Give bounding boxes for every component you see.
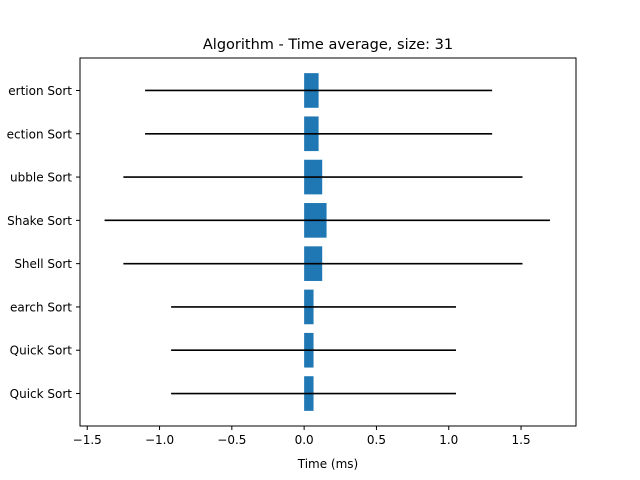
y-tick-label-3: Shake Sort: [7, 214, 72, 228]
x-tick-label-1: −1.0: [145, 433, 174, 447]
x-tick-label-2: −0.5: [217, 433, 246, 447]
y-tick-label-0: ertion Sort: [8, 84, 72, 98]
x-tick-label-4: 0.5: [367, 433, 386, 447]
y-tick-label-4: Shell Sort: [14, 257, 72, 271]
x-tick-label-5: 1.0: [439, 433, 458, 447]
x-tick-label-3: 0.0: [295, 433, 314, 447]
y-tick-label-6: Quick Sort: [10, 344, 73, 358]
x-tick-label-6: 1.5: [512, 433, 531, 447]
plot-area-frame: [79, 57, 577, 427]
chart-title: Algorithm - Time average, size: 31: [203, 37, 453, 53]
y-tick-label-5: earch Sort: [10, 300, 72, 314]
x-tick-label-0: −1.5: [73, 433, 102, 447]
y-tick-label-1: ection Sort: [7, 127, 73, 141]
y-axis-ticks: ertion Sort ection Sort ubble Sort Shake So…: [7, 84, 80, 401]
error-bars-layer: [104, 89, 550, 395]
y-tick-label-2: ubble Sort: [10, 171, 72, 185]
x-axis-ticks: −1.5 −1.0 −0.5 0.0 0.5 1.0 1.5: [73, 426, 531, 447]
y-tick-label-7: Quick Sort: [10, 387, 73, 401]
x-axis-label: Time (ms): [297, 457, 359, 471]
